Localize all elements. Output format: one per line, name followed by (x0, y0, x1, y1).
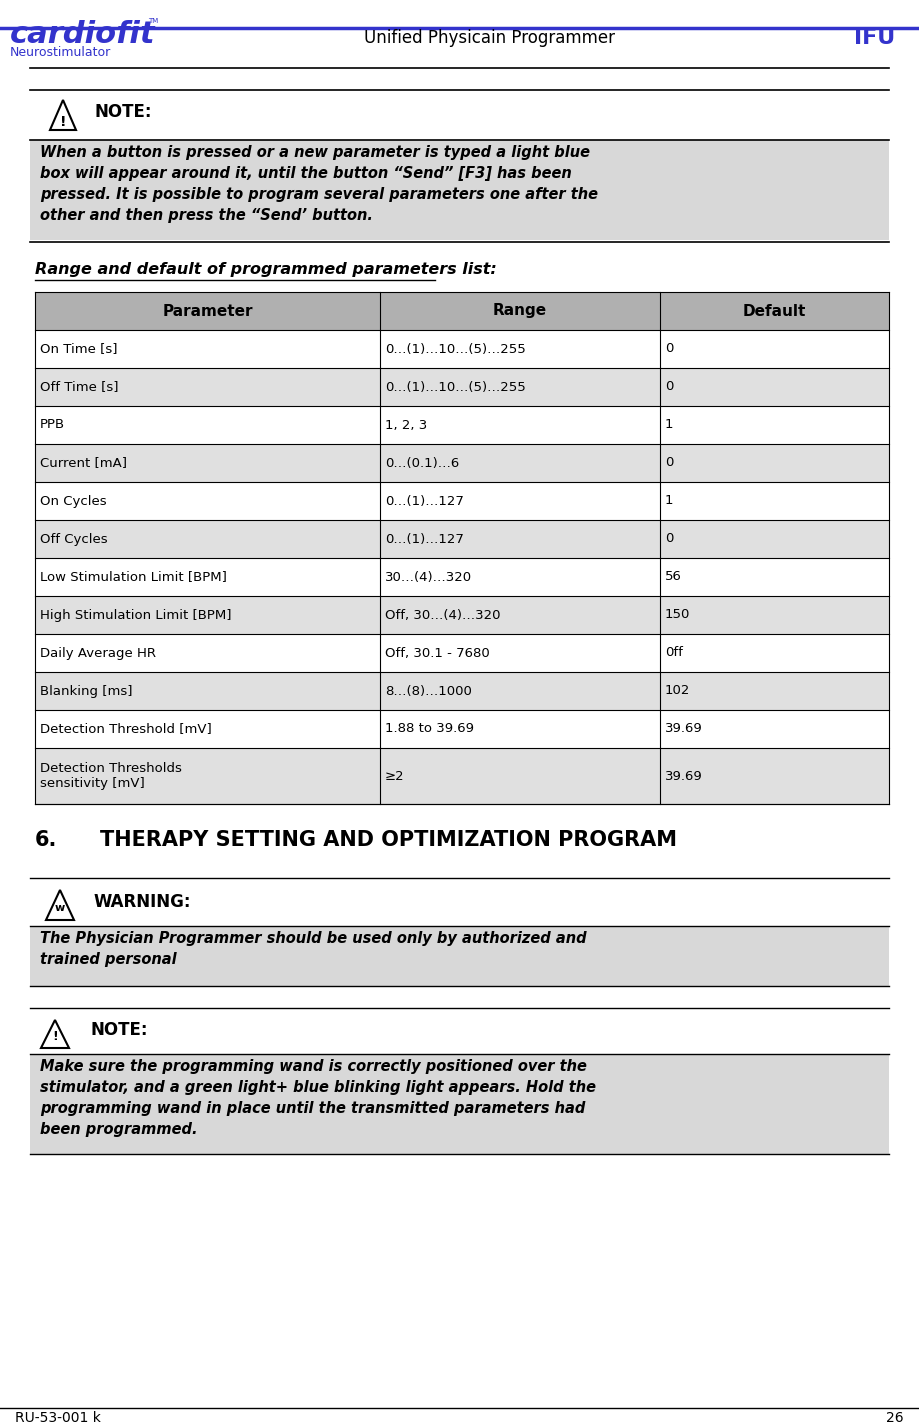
Text: 0: 0 (665, 457, 674, 470)
Text: 102: 102 (665, 684, 690, 697)
Text: !: ! (60, 116, 66, 129)
Text: 39.69: 39.69 (665, 770, 703, 783)
Text: 6.: 6. (35, 830, 57, 850)
Text: Range: Range (493, 304, 547, 318)
Text: 150: 150 (665, 608, 690, 621)
Text: w: w (55, 902, 65, 912)
Text: 1.88 to 39.69: 1.88 to 39.69 (385, 723, 474, 735)
FancyBboxPatch shape (30, 140, 889, 240)
FancyBboxPatch shape (35, 595, 889, 634)
FancyBboxPatch shape (35, 520, 889, 558)
FancyBboxPatch shape (35, 330, 889, 368)
Text: 30…(4)…320: 30…(4)…320 (385, 571, 472, 584)
Text: 0: 0 (665, 380, 674, 394)
FancyBboxPatch shape (35, 558, 889, 595)
Text: High Stimulation Limit [BPM]: High Stimulation Limit [BPM] (40, 608, 232, 621)
Text: WARNING:: WARNING: (93, 892, 190, 911)
Text: 0…(0.1)…6: 0…(0.1)…6 (385, 457, 460, 470)
Text: RU-53-001 k: RU-53-001 k (15, 1411, 101, 1425)
FancyBboxPatch shape (35, 291, 889, 330)
Text: Detection Thresholds
sensitivity [mV]: Detection Thresholds sensitivity [mV] (40, 763, 182, 790)
Text: 26: 26 (886, 1411, 904, 1425)
Text: 0…(1)…127: 0…(1)…127 (385, 533, 464, 545)
Text: 0: 0 (665, 533, 674, 545)
Text: !: ! (52, 1030, 58, 1042)
Text: 0…(1)…127: 0…(1)…127 (385, 494, 464, 507)
Text: 1, 2, 3: 1, 2, 3 (385, 418, 427, 431)
FancyBboxPatch shape (35, 634, 889, 673)
Text: NOTE:: NOTE: (90, 1021, 148, 1040)
Text: 1: 1 (665, 494, 674, 507)
Text: IFU: IFU (855, 29, 896, 49)
Text: The Physician Programmer should be used only by authorized and
trained personal: The Physician Programmer should be used … (40, 931, 586, 967)
Text: ≥2: ≥2 (385, 770, 404, 783)
Text: THERAPY SETTING AND OPTIMIZATION PROGRAM: THERAPY SETTING AND OPTIMIZATION PROGRAM (100, 830, 677, 850)
Text: 1: 1 (665, 418, 674, 431)
Text: cardiofit: cardiofit (10, 20, 155, 49)
Text: Make sure the programming wand is correctly positioned over the
stimulator, and : Make sure the programming wand is correc… (40, 1060, 596, 1137)
Text: NOTE:: NOTE: (95, 103, 153, 121)
Text: PPB: PPB (40, 418, 65, 431)
Text: On Cycles: On Cycles (40, 494, 107, 507)
Text: 8…(8)…1000: 8…(8)…1000 (385, 684, 471, 697)
FancyBboxPatch shape (30, 925, 889, 985)
FancyBboxPatch shape (35, 710, 889, 748)
Text: Detection Threshold [mV]: Detection Threshold [mV] (40, 723, 211, 735)
Text: Range and default of programmed parameters list:: Range and default of programmed paramete… (35, 261, 497, 277)
Text: Neurostimulator: Neurostimulator (10, 46, 111, 59)
Text: Off Time [s]: Off Time [s] (40, 380, 119, 394)
FancyBboxPatch shape (30, 1054, 889, 1154)
FancyBboxPatch shape (35, 483, 889, 520)
Text: Off, 30.1 - 7680: Off, 30.1 - 7680 (385, 647, 490, 660)
Text: 56: 56 (665, 571, 682, 584)
Text: Current [mA]: Current [mA] (40, 457, 127, 470)
Text: Unified Physicain Programmer: Unified Physicain Programmer (365, 29, 616, 47)
Text: On Time [s]: On Time [s] (40, 343, 118, 356)
Text: Low Stimulation Limit [BPM]: Low Stimulation Limit [BPM] (40, 571, 227, 584)
Text: Off Cycles: Off Cycles (40, 533, 108, 545)
FancyBboxPatch shape (35, 673, 889, 710)
FancyBboxPatch shape (35, 406, 889, 444)
Text: 0…(1)…10…(5)…255: 0…(1)…10…(5)…255 (385, 343, 526, 356)
FancyBboxPatch shape (35, 368, 889, 406)
Text: 0…(1)…10…(5)…255: 0…(1)…10…(5)…255 (385, 380, 526, 394)
FancyBboxPatch shape (35, 748, 889, 804)
Text: When a button is pressed or a new parameter is typed a light blue
box will appea: When a button is pressed or a new parame… (40, 146, 598, 223)
Text: Default: Default (743, 304, 806, 318)
Text: Parameter: Parameter (163, 304, 253, 318)
Text: Off, 30…(4)…320: Off, 30…(4)…320 (385, 608, 501, 621)
Text: TM: TM (148, 19, 158, 24)
Text: 0ff: 0ff (665, 647, 683, 660)
Text: 0: 0 (665, 343, 674, 356)
Text: Daily Average HR: Daily Average HR (40, 647, 156, 660)
Text: 39.69: 39.69 (665, 723, 703, 735)
FancyBboxPatch shape (35, 444, 889, 483)
Text: Blanking [ms]: Blanking [ms] (40, 684, 132, 697)
